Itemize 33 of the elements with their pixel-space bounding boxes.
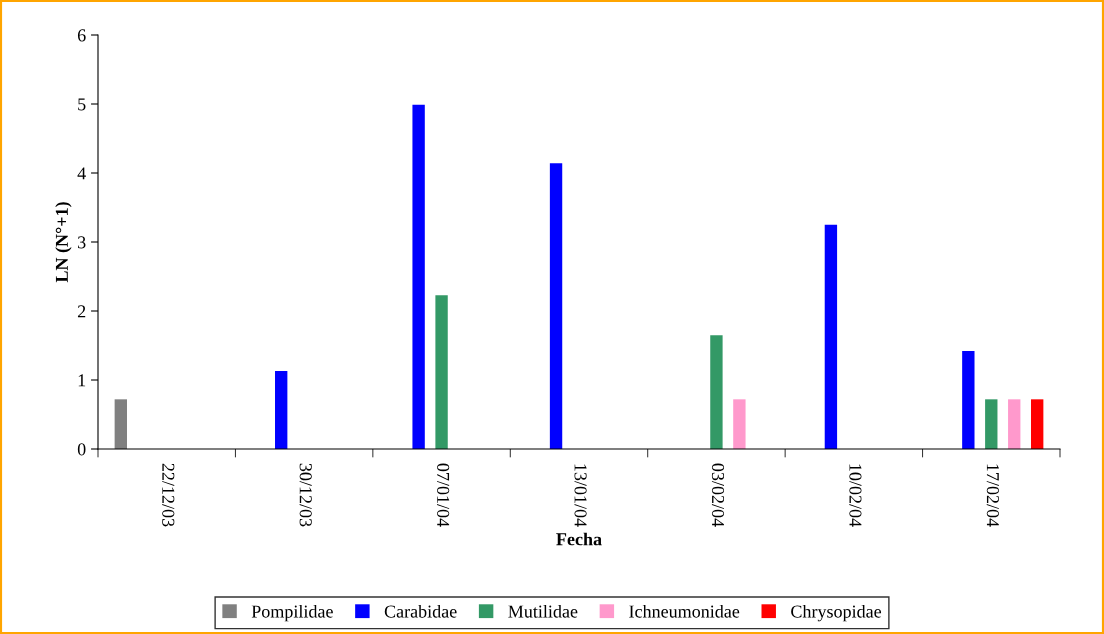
legend-label: Mutilidae <box>508 604 578 618</box>
bar <box>1031 399 1044 449</box>
bar <box>733 399 746 449</box>
x-tick-label: 30/12/03 <box>299 463 312 527</box>
legend-label: Pompilidae <box>251 604 333 622</box>
x-tick-label: 03/02/04 <box>711 463 725 527</box>
x-tick-label: 07/01/04 <box>437 463 450 527</box>
bar <box>114 399 127 449</box>
y-tick-label: 5 <box>78 98 86 111</box>
bar <box>275 371 288 449</box>
bar <box>412 104 425 449</box>
bar <box>549 163 563 449</box>
x-axis-title: Fecha <box>556 532 602 546</box>
y-tick-label: 0 <box>77 443 86 456</box>
legend-label: Ichneumonidae <box>629 604 740 618</box>
bar <box>1008 399 1021 449</box>
y-axis-title: LN (N°+1) <box>55 202 72 283</box>
y-tick-label: 3 <box>78 236 86 249</box>
bar <box>435 295 448 449</box>
bar <box>824 224 838 449</box>
bar <box>710 335 723 449</box>
x-tick-label: 22/12/03 <box>162 463 175 527</box>
bar <box>962 351 975 449</box>
legend-label: Chrysopidae <box>791 604 882 622</box>
y-tick-label: 4 <box>77 167 86 180</box>
legend-label: Carabidae <box>384 604 457 618</box>
y-tick-label: 1 <box>78 374 86 387</box>
bar <box>985 399 998 449</box>
x-tick-label: 17/02/04 <box>986 464 999 527</box>
y-tick-label: 2 <box>77 305 86 318</box>
y-tick-label: 6 <box>77 29 86 42</box>
x-tick-label: 13/01/04 <box>574 464 587 527</box>
x-tick-label: 10/02/04 <box>849 464 862 527</box>
